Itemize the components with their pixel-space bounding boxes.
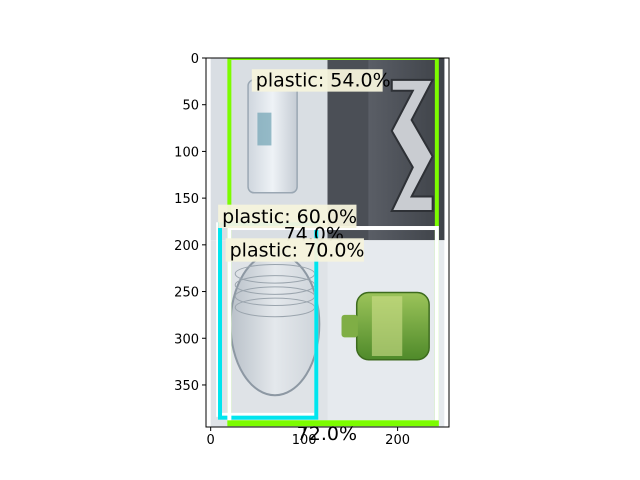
plastic-container-shape: [247, 79, 298, 194]
green-bottle-label: [371, 296, 403, 357]
y-tick-label: 300: [174, 332, 199, 347]
y-tick-label: 0: [191, 52, 199, 67]
y-tick-label: 150: [174, 192, 199, 207]
container-label-shape: [257, 112, 272, 146]
axes-frame: [205, 57, 450, 428]
plot-area: [210, 58, 445, 427]
green-bottle-neck: [341, 314, 358, 338]
detection-label-1: plastic: 54.0%: [256, 70, 391, 92]
green-bottle-tile: [327, 240, 445, 427]
y-tick-label: 250: [174, 286, 199, 301]
detection-box-5: [227, 420, 439, 427]
detection-label-4: plastic: 70.0%: [230, 240, 365, 262]
x-axis: 0 100 200: [207, 427, 410, 448]
detection-label-2: plastic: 60.0%: [222, 206, 357, 228]
y-tick-label: 100: [174, 145, 199, 160]
metal-bracket-shape: [390, 78, 435, 213]
detection-label-background-2: [218, 204, 357, 229]
detection-labels: plastic: 54.0%plastic: 60.0%74.0%plastic…: [218, 69, 391, 445]
x-tick-label: 0: [207, 433, 215, 448]
glass-jar-shape: [229, 252, 321, 397]
y-tick-label: 200: [174, 239, 199, 254]
detection-label-background-4: [225, 238, 364, 262]
y-axis: 0 50 100 150 200 250 300 350: [174, 52, 206, 394]
x-tick-label: 100: [292, 433, 317, 448]
x-tick-label: 200: [385, 433, 410, 448]
y-tick-label: 50: [182, 99, 199, 114]
image-tiles: [210, 58, 445, 427]
y-tick-label: 350: [174, 379, 199, 394]
detection-label-5: 72.0%: [297, 423, 357, 445]
detection-label-background-1: [251, 69, 383, 92]
